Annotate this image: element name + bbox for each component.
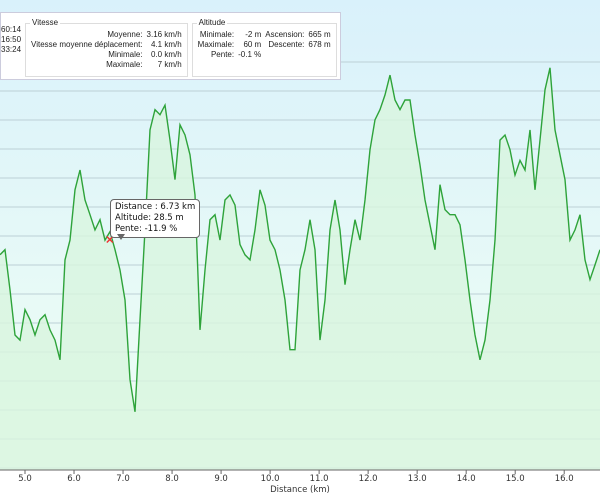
x-tick-label: 13.0 (407, 474, 427, 484)
left-value: 16:50 (1, 35, 22, 44)
x-tick-label: 15.0 (505, 474, 525, 484)
stat-label: Pente: (210, 50, 235, 59)
stat-value: -0.1 % (238, 50, 262, 59)
stat-label: Minimale: (199, 30, 235, 39)
x-tick-label: 12.0 (358, 474, 378, 484)
altitude-group: Altitude Minimale: -2 m Ascension: 665 m Ma… (191, 18, 337, 77)
altitude-title: Altitude (196, 18, 228, 28)
profile-line (0, 67, 600, 412)
tooltip-altitude: Altitude: 28.5 m (115, 213, 184, 223)
stat-value: 0.0 km/h (150, 50, 182, 59)
left-values: 60:14 16:50 33:24 (1, 13, 21, 79)
stat-value: 60 m (243, 40, 262, 49)
tooltip-distance: Distance : 6.73 km (115, 202, 196, 212)
vitesse-table: Moyenne: 3.16 km/h Vitesse moyenne déplac… (29, 30, 184, 70)
stats-panel: 60:14 16:50 33:24 Vitesse Moyenne: 3.16 k… (0, 12, 341, 80)
vitesse-title: Vitesse (30, 18, 61, 28)
stat-label: Ascension: (265, 30, 305, 39)
stat-label: Maximale: (106, 60, 143, 69)
x-tick-label: 7.0 (116, 474, 130, 484)
left-value: 60:14 (1, 25, 22, 34)
stat-value: 7 km/h (157, 60, 182, 69)
x-axis-label: Distance (km) (270, 485, 330, 495)
altitude-table: Minimale: -2 m Ascension: 665 m Maximale: 60… (196, 30, 333, 60)
x-tick-label: 8.0 (165, 474, 179, 484)
stat-value: 4.1 km/h (150, 40, 182, 49)
x-tick-label: 16.0 (554, 474, 574, 484)
stat-label: Descente: (268, 40, 305, 49)
stat-value: 665 m (308, 30, 331, 39)
x-tick-label: 11.0 (309, 474, 329, 484)
x-tick-label: 5.0 (18, 474, 32, 484)
stat-label: Minimale: (108, 50, 143, 59)
point-tooltip: Distance : 6.73 km Altitude: 28.5 m Pent… (110, 199, 201, 240)
x-tick-label: 14.0 (456, 474, 476, 484)
tooltip-pente: Pente: -11.9 % (115, 224, 178, 234)
stat-value: 678 m (308, 40, 331, 49)
stat-value: -2 m (245, 30, 262, 39)
left-value: 33:24 (1, 45, 22, 54)
stat-label: Vitesse moyenne déplacement: (31, 40, 143, 49)
stat-label: Maximale: (197, 40, 235, 49)
profile-area (0, 67, 600, 471)
vitesse-group: Vitesse Moyenne: 3.16 km/h Vitesse moyenn… (25, 18, 188, 77)
stat-value: 3.16 km/h (146, 30, 182, 39)
x-tick-label: 6.0 (67, 474, 81, 484)
stat-label: Moyenne: (107, 30, 143, 39)
x-tick-label: 10.0 (260, 474, 280, 484)
x-tick-label: 9.0 (214, 474, 228, 484)
